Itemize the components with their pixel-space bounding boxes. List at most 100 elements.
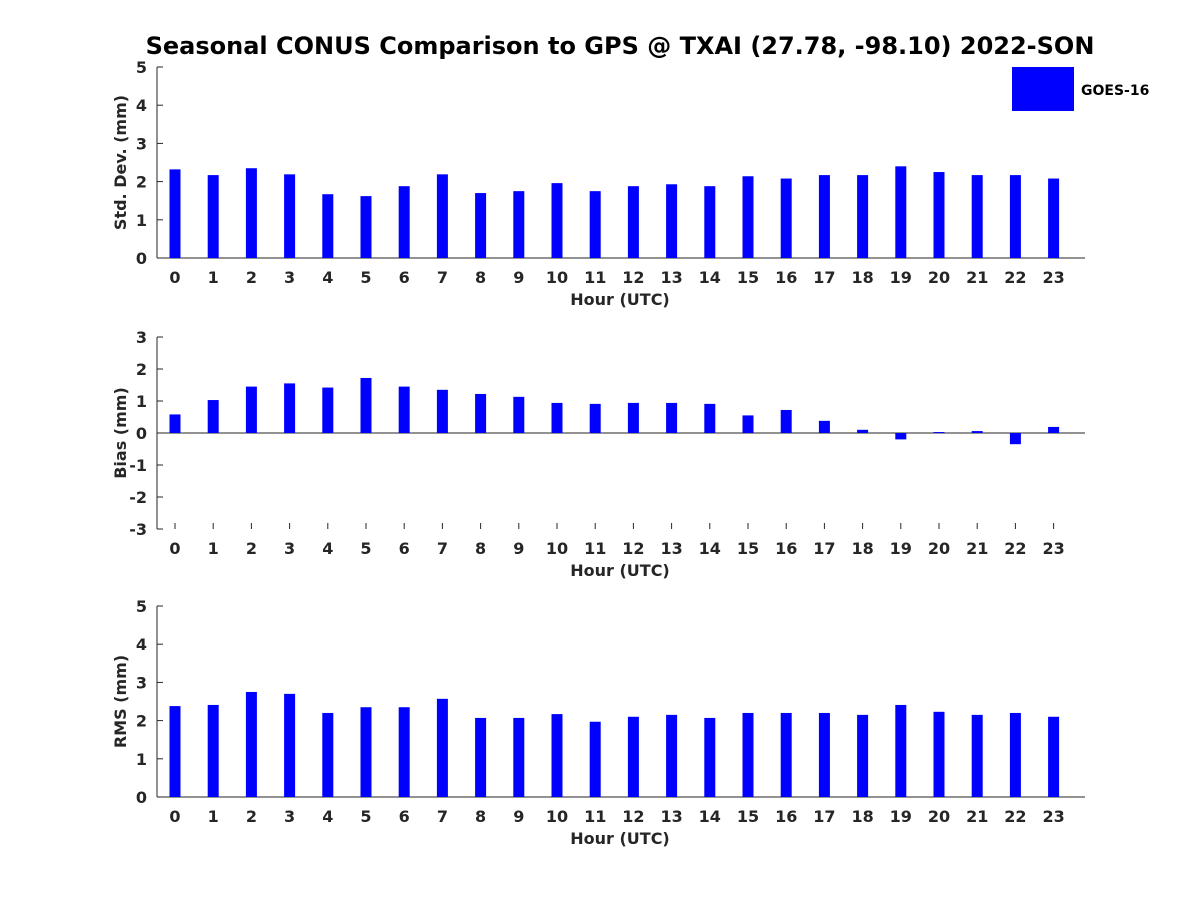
x-tick-label: 19 [890,807,912,826]
bar-hour-0 [169,706,181,797]
x-tick-label: 8 [475,807,486,826]
bar-hour-2 [245,691,257,797]
x-tick-label: 8 [475,268,486,287]
y-tick-label: 5 [136,597,147,616]
y-tick-label: 2 [136,712,147,731]
bar-hour-14 [704,403,716,433]
x-tick-label: 13 [660,539,682,558]
x-tick-label: 3 [284,807,295,826]
bar-hour-23 [1048,426,1060,433]
x-tick-label: 10 [546,268,568,287]
x-tick-label: 12 [622,807,644,826]
bar-hour-13 [666,184,678,258]
bar-hour-10 [551,183,563,258]
y-axis-label: RMS (mm) [111,655,130,748]
x-tick-label: 20 [928,539,950,558]
bar-hour-20 [933,432,945,434]
bar-hour-23 [1048,716,1060,797]
y-tick-label: 1 [136,392,147,411]
x-tick-label: 16 [775,807,797,826]
x-tick-label: 9 [513,807,524,826]
x-tick-label: 19 [890,539,912,558]
bar-hour-9 [513,717,525,797]
y-tick-label: 0 [136,424,147,443]
bar-hour-15 [742,415,754,433]
y-tick-label: 0 [136,788,147,807]
bar-hour-13 [666,714,678,797]
bar-hour-14 [704,186,716,258]
bar-hour-4 [322,194,334,258]
x-tick-label: 1 [208,268,219,287]
bar-hour-1 [207,400,219,433]
bar-hour-6 [398,707,410,797]
bar-hour-22 [1009,712,1021,797]
bar-hour-14 [704,717,716,797]
y-tick-label: 3 [136,673,147,692]
y-axis-label: Bias (mm) [111,387,130,479]
x-tick-label: 21 [966,268,988,287]
y-tick-label: 4 [136,96,147,115]
bar-hour-11 [589,721,601,797]
x-tick-label: 23 [1042,268,1064,287]
figure-title: Seasonal CONUS Comparison to GPS @ TXAI … [146,32,1095,60]
y-tick-label: 1 [136,211,147,230]
y-tick-label: 1 [136,750,147,769]
x-tick-label: 14 [699,268,721,287]
x-tick-label: 7 [437,268,448,287]
bar-hour-9 [513,191,525,258]
bar-hour-12 [627,402,639,433]
x-tick-label: 23 [1042,807,1064,826]
bar-hour-22 [1009,433,1021,445]
x-axis-label: Hour (UTC) [570,290,670,309]
y-tick-label: 0 [136,249,147,268]
y-tick-label: -2 [129,488,147,507]
x-tick-label: 18 [851,539,873,558]
x-tick-label: 23 [1042,539,1064,558]
x-tick-label: 5 [360,268,371,287]
legend-label: GOES-16 [1081,83,1149,99]
x-tick-label: 22 [1004,807,1026,826]
x-tick-label: 17 [813,539,835,558]
x-tick-label: 6 [399,807,410,826]
x-tick-label: 11 [584,807,606,826]
bar-hour-16 [780,712,792,797]
x-tick-label: 18 [851,807,873,826]
y-tick-label: 2 [136,173,147,192]
x-tick-label: 2 [246,807,257,826]
x-tick-label: 4 [322,807,333,826]
x-tick-label: 5 [360,807,371,826]
x-tick-label: 13 [660,268,682,287]
x-tick-label: 2 [246,539,257,558]
bar-hour-17 [818,712,830,797]
bar-hour-19 [895,433,907,440]
bar-hour-17 [818,420,830,433]
bar-hour-1 [207,704,219,797]
x-tick-label: 15 [737,807,759,826]
bar-hour-17 [818,175,830,258]
x-tick-label: 4 [322,539,333,558]
y-axis-label: Std. Dev. (mm) [111,95,130,230]
x-tick-label: 11 [584,268,606,287]
bar-hour-22 [1009,175,1021,258]
x-tick-label: 3 [284,268,295,287]
bar-hour-8 [475,717,487,797]
x-tick-label: 2 [246,268,257,287]
bar-hour-9 [513,396,525,433]
bar-hour-20 [933,172,945,258]
x-tick-label: 9 [513,539,524,558]
bar-hour-4 [322,387,334,433]
x-tick-label: 0 [169,268,180,287]
x-tick-label: 6 [399,539,410,558]
bar-hour-3 [284,383,296,433]
x-tick-label: 7 [437,807,448,826]
x-tick-label: 5 [360,539,371,558]
bar-hour-5 [360,377,372,433]
x-tick-label: 20 [928,268,950,287]
x-tick-label: 1 [208,807,219,826]
bar-hour-12 [627,186,639,258]
bar-hour-15 [742,176,754,258]
x-tick-label: 12 [622,268,644,287]
bar-hour-6 [398,186,410,258]
x-tick-label: 10 [546,807,568,826]
